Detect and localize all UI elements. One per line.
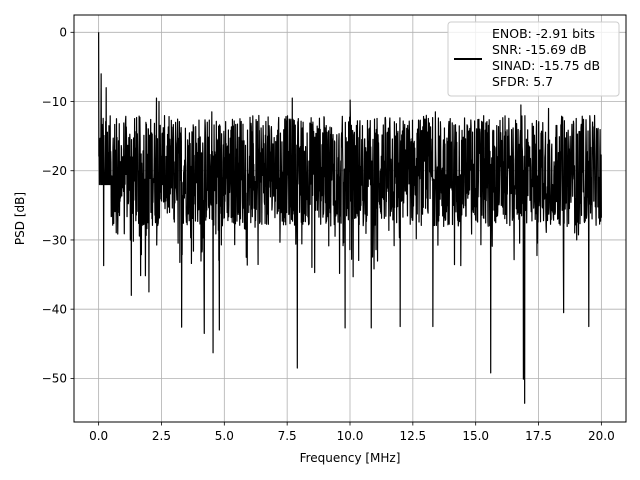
y-tick-label: −50	[42, 372, 67, 386]
y-tick-label: −40	[42, 302, 67, 316]
y-tick-label: −10	[42, 95, 67, 109]
x-tick-label: 0.0	[89, 429, 108, 443]
legend-sinad: SINAD: -15.75 dB	[492, 58, 600, 73]
x-axis-label: Frequency [MHz]	[300, 451, 401, 465]
x-tick-label: 7.5	[278, 429, 297, 443]
x-tick-label: 5.0	[215, 429, 234, 443]
series-layer	[98, 32, 602, 404]
y-axis-label: PSD [dB]	[13, 192, 27, 245]
x-tick-label: 2.5	[152, 429, 171, 443]
x-tick-label: 15.0	[462, 429, 489, 443]
x-tick-label: 10.0	[337, 429, 364, 443]
psd-series-line	[98, 32, 602, 404]
x-tick-label: 20.0	[588, 429, 615, 443]
legend-sfdr: SFDR: 5.7	[492, 74, 553, 89]
x-axis: 0.0 2.5 5.0 7.5 10.0 12.5 15.0 17.5 20.0	[89, 422, 615, 443]
y-tick-label: 0	[59, 26, 67, 40]
y-tick-label: −20	[42, 164, 67, 178]
y-tick-label: −30	[42, 233, 67, 247]
legend-enob: ENOB: -2.91 bits	[492, 26, 595, 41]
x-tick-label: 17.5	[525, 429, 552, 443]
legend-box	[447, 21, 620, 97]
legend-snr: SNR: -15.69 dB	[492, 42, 587, 57]
y-axis: 0 −10 −20 −30 −40 −50	[42, 26, 74, 386]
legend: ENOB: -2.91 bits SNR: -15.69 dB SINAD: -…	[447, 21, 620, 97]
x-tick-label: 12.5	[399, 429, 426, 443]
